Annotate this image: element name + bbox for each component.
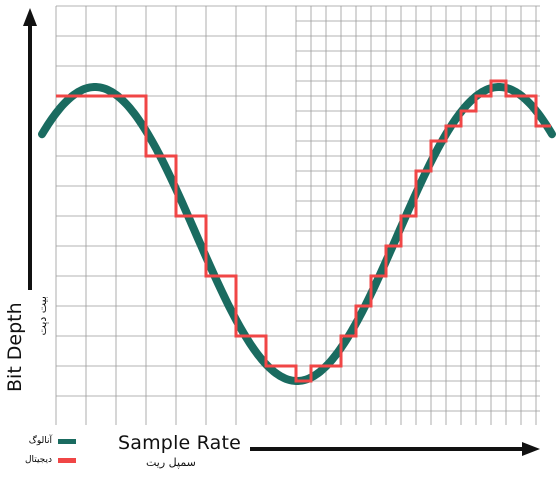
x-axis-arrow xyxy=(250,442,540,456)
y-axis-label: Bit Depth xyxy=(4,302,26,392)
digital-staircase xyxy=(56,79,551,383)
legend-item-digital: دیجیتال xyxy=(10,453,76,467)
legend-swatch-digital xyxy=(58,457,76,463)
legend-label-digital: دیجیتال xyxy=(24,455,52,465)
legend-label-analog: آنالوگ xyxy=(28,436,52,446)
legend-item-analog: آنالوگ xyxy=(10,434,76,448)
legend-swatch-analog xyxy=(58,438,76,444)
x-axis-label: Sample Rate xyxy=(118,432,242,454)
sampling-grid xyxy=(55,5,540,425)
y-axis-arrow xyxy=(23,8,37,290)
x-axis-label-persian: سمپل ریت xyxy=(146,456,196,469)
y-axis-label-persian: بیت دپت xyxy=(36,296,49,336)
analog-wave xyxy=(38,83,556,385)
